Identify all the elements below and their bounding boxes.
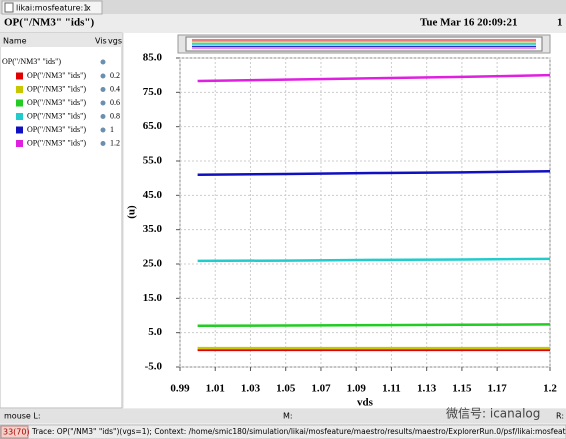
plot-title: OP("/NM3" "ids") — [4, 17, 94, 29]
counter: 33(70) — [3, 428, 30, 437]
legend-name[interactable]: OP("/NM3" "ids") — [27, 138, 86, 147]
col-name: Name — [3, 37, 27, 46]
x-tick-label: 1.05 — [276, 383, 296, 395]
col-vis: Vis — [95, 37, 107, 46]
legend-vgs: 1.2 — [110, 138, 120, 147]
subwindow-number: 1 — [557, 17, 563, 29]
legend-swatch — [16, 72, 23, 80]
middle-label: M: — [283, 412, 293, 421]
tab-close[interactable]: x — [86, 4, 91, 13]
vis-icon[interactable] — [100, 59, 106, 65]
y-tick-label: 65.0 — [143, 120, 163, 132]
legend-name[interactable]: OP("/NM3" "ids") — [27, 71, 86, 80]
x-tick-label: 1.03 — [241, 383, 261, 395]
trace-line — [197, 323, 551, 328]
x-axis-label: vds — [357, 397, 374, 409]
x-tick-label: 0.99 — [170, 383, 190, 395]
legend-vgs: 0.6 — [110, 98, 120, 107]
col-vgs: vgs — [108, 37, 122, 46]
tab-icon — [4, 2, 14, 13]
x-tick-label: 1.07 — [311, 383, 331, 395]
y-tick-label: 25.0 — [143, 258, 163, 270]
x-tick-label: 1.17 — [488, 383, 508, 395]
x-tick-label: 1.09 — [347, 383, 367, 395]
y-tick-label: 5.0 — [148, 326, 162, 338]
tab-label[interactable]: likai:mosfeature:1 — [16, 4, 88, 13]
tab-bar — [0, 0, 566, 14]
y-tick-label: 15.0 — [143, 292, 163, 304]
tab[interactable] — [1, 0, 103, 15]
watermark: 微信号: icanalog — [446, 407, 540, 421]
trace-line — [197, 170, 551, 176]
trace-line — [197, 73, 551, 83]
tree-root[interactable]: OP("/NM3" "ids") — [2, 57, 61, 66]
y-tick-label: 55.0 — [143, 155, 163, 167]
plot-panel — [124, 33, 566, 408]
legend-vgs: 0.8 — [110, 111, 120, 120]
legend-name[interactable]: OP("/NM3" "ids") — [27, 111, 86, 120]
mouse-bar — [0, 409, 566, 423]
legend-vgs: 0.4 — [110, 84, 120, 93]
mouse-label: mouse L: — [4, 412, 41, 421]
trace-info: Trace: OP("/NM3" "ids")(vgs=1); Context:… — [31, 427, 566, 436]
trace-line — [197, 257, 551, 263]
panel-header — [0, 33, 122, 47]
y-tick-label: -5.0 — [145, 361, 163, 373]
vis-icon[interactable] — [100, 141, 106, 146]
legend-swatch — [16, 113, 23, 120]
legend-swatch — [16, 86, 23, 93]
legend-name[interactable]: OP("/NM3" "ids") — [27, 98, 86, 107]
y-axis-label: (u) — [126, 205, 138, 219]
vis-icon[interactable] — [100, 100, 106, 106]
counter-box — [0, 425, 29, 439]
legend-vgs: 1 — [110, 125, 114, 134]
vis-icon[interactable] — [100, 127, 106, 133]
y-tick-label: 35.0 — [143, 223, 163, 235]
x-tick-label: 1.13 — [417, 383, 437, 395]
timestamp: Tue Mar 16 20:09:21 — [420, 17, 517, 29]
vis-icon[interactable] — [100, 87, 106, 92]
legend-name[interactable]: OP("/NM3" "ids") — [27, 125, 86, 134]
legend-swatch — [16, 140, 23, 147]
status-bar — [0, 424, 566, 439]
right-label: R: — [556, 412, 564, 421]
legend-vgs: 0.2 — [110, 71, 120, 80]
x-tick-label: 1.11 — [382, 383, 401, 395]
legend-swatch — [16, 99, 23, 107]
y-tick-label: 85.0 — [143, 52, 163, 64]
y-tick-label: 45.0 — [143, 189, 163, 201]
vis-icon[interactable] — [100, 114, 106, 119]
vis-icon[interactable] — [100, 73, 106, 79]
legend-swatch — [16, 126, 23, 134]
legend-name[interactable]: OP("/NM3" "ids") — [27, 84, 86, 93]
x-tick-label: 1.01 — [206, 383, 225, 395]
x-tick-label: 1.15 — [452, 383, 472, 395]
y-tick-label: 75.0 — [143, 86, 163, 98]
x-tick-label: 1.2 — [543, 383, 557, 395]
zoom-slider[interactable] — [185, 36, 543, 52]
